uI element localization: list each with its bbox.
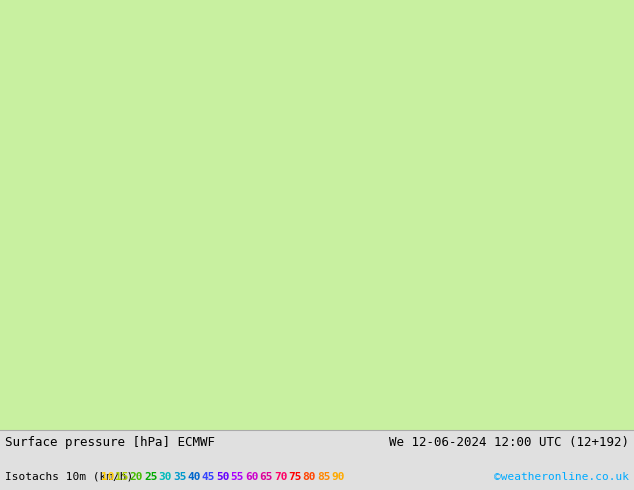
- Text: 50: 50: [216, 472, 230, 482]
- Text: 35: 35: [173, 472, 186, 482]
- Text: We 12-06-2024 12:00 UTC (12+192): We 12-06-2024 12:00 UTC (12+192): [389, 437, 629, 449]
- Text: Surface pressure [hPa] ECMWF: Surface pressure [hPa] ECMWF: [5, 437, 215, 449]
- Text: 40: 40: [188, 472, 201, 482]
- Text: 85: 85: [317, 472, 330, 482]
- Text: 55: 55: [231, 472, 244, 482]
- Text: ©weatheronline.co.uk: ©weatheronline.co.uk: [494, 472, 629, 482]
- Text: 75: 75: [288, 472, 302, 482]
- Text: 65: 65: [259, 472, 273, 482]
- Text: 90: 90: [332, 472, 345, 482]
- Text: 25: 25: [145, 472, 158, 482]
- Text: 10: 10: [101, 472, 115, 482]
- Text: 15: 15: [115, 472, 129, 482]
- Text: 70: 70: [274, 472, 287, 482]
- Text: 45: 45: [202, 472, 216, 482]
- Text: 30: 30: [158, 472, 172, 482]
- Text: Isotachs 10m (km/h): Isotachs 10m (km/h): [5, 472, 133, 482]
- Text: 60: 60: [245, 472, 259, 482]
- Text: 20: 20: [130, 472, 143, 482]
- Text: 80: 80: [302, 472, 316, 482]
